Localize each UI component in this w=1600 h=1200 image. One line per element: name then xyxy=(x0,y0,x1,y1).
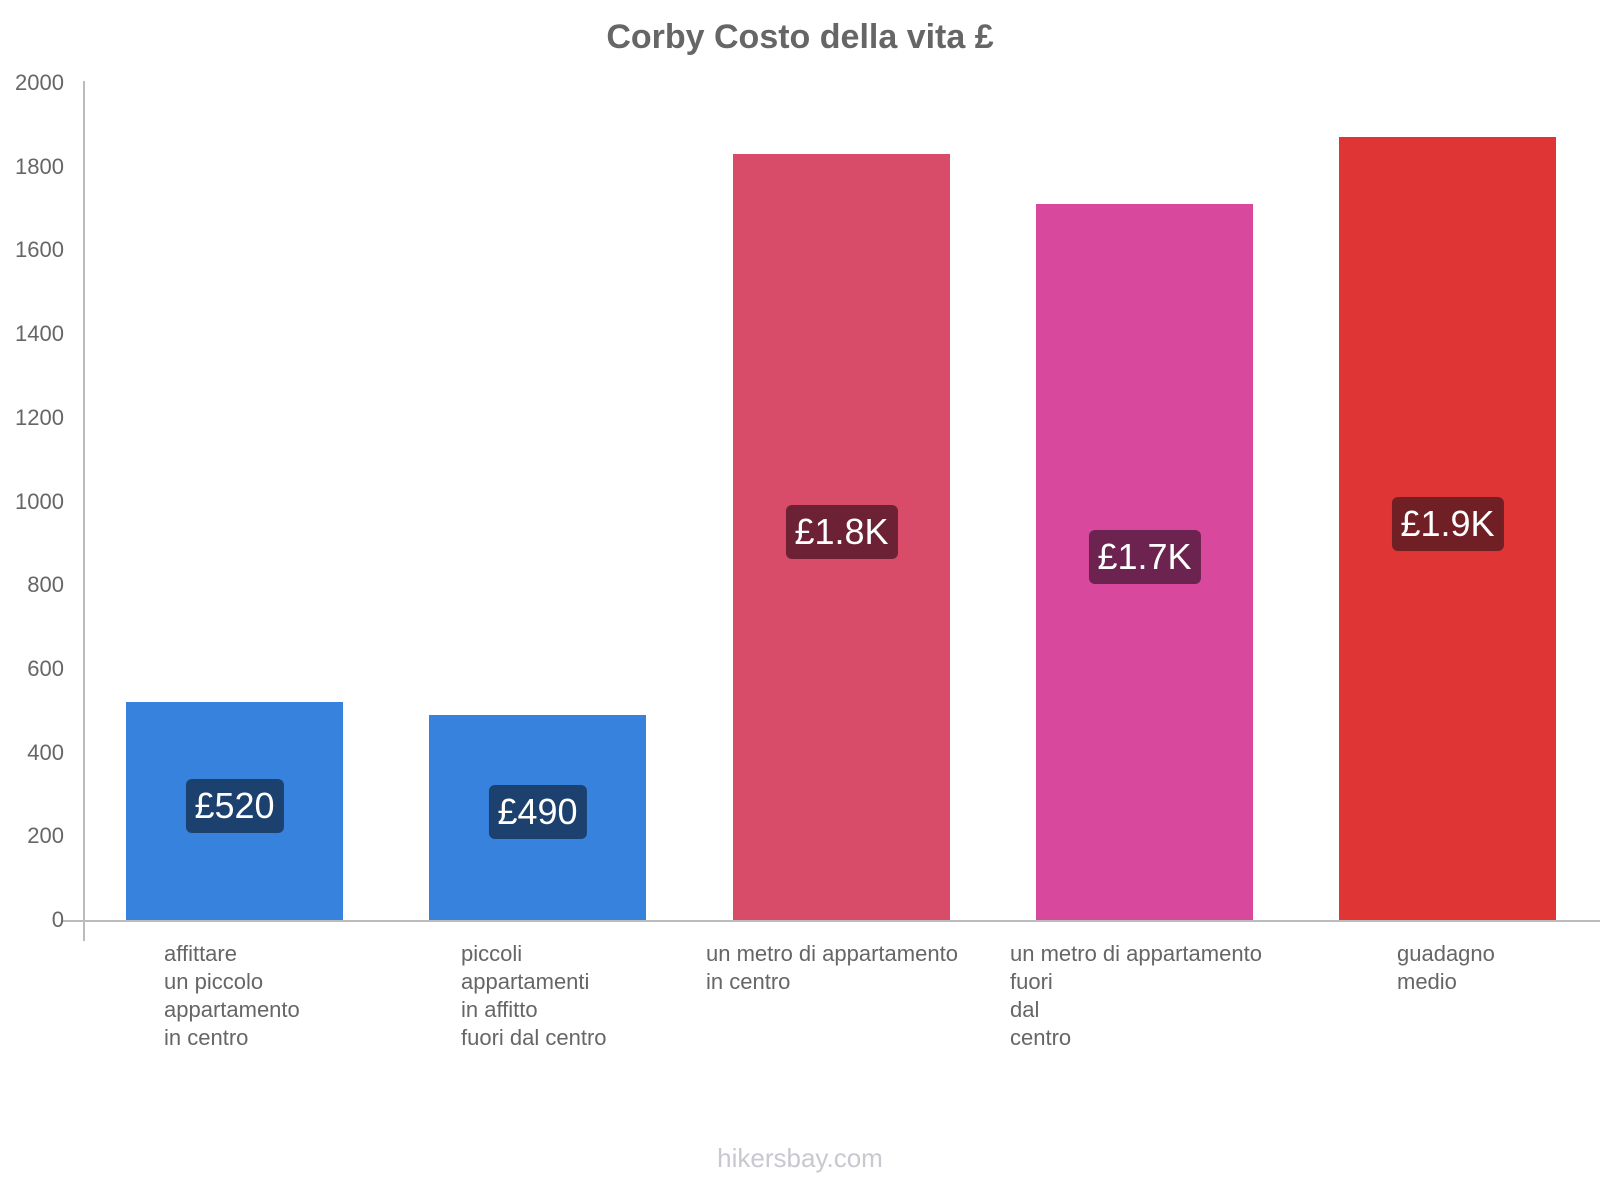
y-tick-mark xyxy=(70,920,84,921)
x-axis-line xyxy=(62,920,1600,922)
y-tick-label: 1800 xyxy=(15,153,64,179)
chart-title: Corby Costo della vita £ xyxy=(606,18,994,56)
x-category-label: piccoli appartamenti in affitto fuori da… xyxy=(461,941,607,1050)
y-tick-label: 400 xyxy=(27,739,64,765)
x-category-label: affittare un piccolo appartamento in cen… xyxy=(164,941,300,1050)
bar-value-label: £1.9K xyxy=(1391,496,1504,551)
y-tick-label: 1200 xyxy=(15,404,64,430)
bar-value-label: £1.8K xyxy=(785,505,898,560)
y-tick-label: 2000 xyxy=(15,70,64,95)
x-category-label: un metro di appartamento in centro xyxy=(706,941,958,994)
y-tick-label: 1600 xyxy=(15,237,64,263)
bar-value-label: £520 xyxy=(185,779,284,834)
y-axis-line xyxy=(83,81,85,941)
x-category-label: un metro di appartamento fuori dal centr… xyxy=(1010,941,1262,1050)
y-tick-label: 800 xyxy=(27,572,64,598)
y-tick-label: 0 xyxy=(51,907,64,932)
x-category-label: guadagno medio xyxy=(1397,941,1495,994)
bar-value-label: £1.7K xyxy=(1088,530,1201,585)
y-tick-label: 600 xyxy=(27,655,64,681)
bar-value-label: £490 xyxy=(488,785,587,840)
y-tick-label: 1000 xyxy=(15,488,64,514)
y-tick-label: 200 xyxy=(27,823,64,849)
y-tick-label: 1400 xyxy=(15,321,64,347)
footer-watermark: hikersbay.com xyxy=(717,1143,883,1173)
